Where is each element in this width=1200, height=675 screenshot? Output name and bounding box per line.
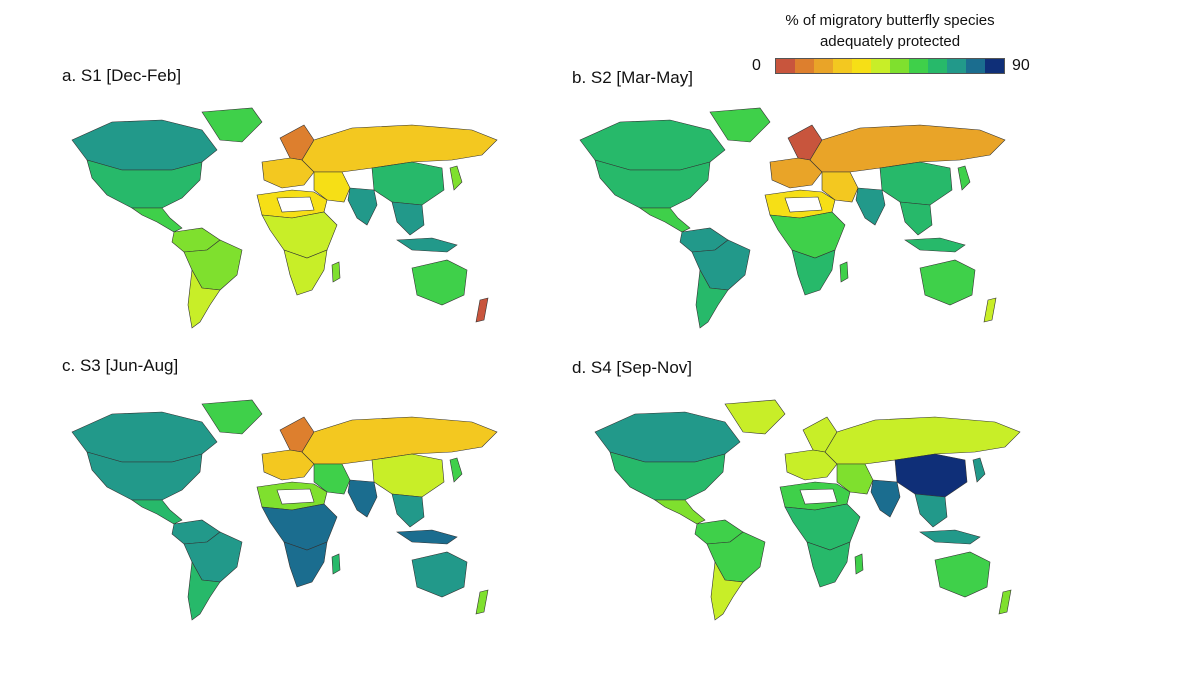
region-japan: [972, 457, 986, 483]
region-central-america: [131, 499, 183, 525]
legend-max-label: 90: [1012, 57, 1030, 74]
region-europe-west: [784, 449, 838, 481]
region-madagascar: [839, 261, 849, 283]
legend-min-label: 0: [752, 57, 761, 74]
region-europe-west: [261, 449, 315, 481]
region-sahara-gap: [276, 488, 315, 505]
region-southeast-asia: [914, 493, 948, 528]
region-australia: [919, 259, 976, 306]
legend-swatch-11: [985, 59, 1004, 73]
region-japan: [449, 165, 463, 191]
region-australia: [411, 551, 468, 598]
region-india: [855, 187, 886, 226]
region-north-america: [86, 159, 203, 209]
region-greenland: [201, 107, 263, 143]
region-china: [371, 453, 445, 498]
region-south-america-south: [187, 269, 221, 329]
world-map-s1: [71, 107, 498, 329]
region-australia: [411, 259, 468, 306]
region-south-america-south: [187, 561, 221, 621]
legend-swatch-3: [833, 59, 852, 73]
region-china: [894, 453, 968, 498]
legend-swatch-9: [947, 59, 966, 73]
region-central-america: [639, 207, 691, 233]
region-japan: [449, 457, 463, 483]
panel-label-c: c. S3 [Jun-Aug]: [62, 356, 179, 375]
region-north-america: [594, 159, 711, 209]
region-indonesia: [919, 529, 981, 545]
region-india: [347, 187, 378, 226]
region-middle-east: [313, 171, 351, 203]
region-north-america: [86, 451, 203, 501]
region-indonesia: [396, 529, 458, 545]
legend-swatch-8: [928, 59, 947, 73]
legend-color-scale: [775, 58, 1005, 74]
region-sahara-gap: [799, 488, 838, 505]
legend-swatch-1: [795, 59, 814, 73]
region-central-america: [654, 499, 706, 525]
legend-swatch-2: [814, 59, 833, 73]
region-greenland: [709, 107, 771, 143]
panel-label-d: d. S4 [Sep-Nov]: [572, 358, 693, 377]
region-europe-west: [769, 157, 823, 189]
region-middle-east: [821, 171, 859, 203]
region-madagascar: [854, 553, 864, 575]
region-indonesia: [396, 237, 458, 253]
region-greenland: [724, 399, 786, 435]
world-map-s3: [71, 399, 498, 621]
region-south-america-south: [695, 269, 729, 329]
legend-swatch-10: [966, 59, 985, 73]
region-sahara-gap: [276, 196, 315, 213]
region-southern-africa: [791, 249, 836, 296]
region-europe-west: [261, 157, 315, 189]
region-middle-east: [836, 463, 874, 495]
legend-swatch-5: [871, 59, 890, 73]
region-india: [870, 479, 901, 518]
region-china: [371, 161, 445, 206]
region-madagascar: [331, 261, 341, 283]
region-greenland: [201, 399, 263, 435]
world-map-s2: [579, 107, 1006, 329]
region-australia: [934, 551, 991, 598]
world-map-s4: [594, 399, 1021, 621]
panel-label-b: b. S2 [Mar-May]: [572, 68, 693, 87]
region-japan: [957, 165, 971, 191]
legend-swatch-6: [890, 59, 909, 73]
legend-title: % of migratory butterfly species adequat…: [740, 10, 1040, 52]
region-southeast-asia: [391, 493, 425, 528]
legend-title-line2: adequately protected: [819, 33, 961, 50]
region-north-america: [609, 451, 726, 501]
region-southern-africa: [283, 249, 328, 296]
legend-swatch-7: [909, 59, 928, 73]
region-india: [347, 479, 378, 518]
legend-swatch-4: [852, 59, 871, 73]
region-new-zealand: [475, 297, 489, 323]
region-new-zealand: [998, 589, 1012, 615]
region-southeast-asia: [899, 201, 933, 236]
region-southeast-asia: [391, 201, 425, 236]
region-southern-africa: [283, 541, 328, 588]
region-indonesia: [904, 237, 966, 253]
region-south-america-south: [710, 561, 744, 621]
region-southern-africa: [806, 541, 851, 588]
region-madagascar: [331, 553, 341, 575]
panel-label-a: a. S1 [Dec-Feb]: [62, 66, 182, 85]
region-new-zealand: [983, 297, 997, 323]
legend-title-line1: % of migratory butterfly species: [785, 12, 995, 29]
region-middle-east: [313, 463, 351, 495]
region-china: [879, 161, 953, 206]
region-sahara-gap: [784, 196, 823, 213]
legend-swatch-0: [776, 59, 795, 73]
region-new-zealand: [475, 589, 489, 615]
region-central-america: [131, 207, 183, 233]
